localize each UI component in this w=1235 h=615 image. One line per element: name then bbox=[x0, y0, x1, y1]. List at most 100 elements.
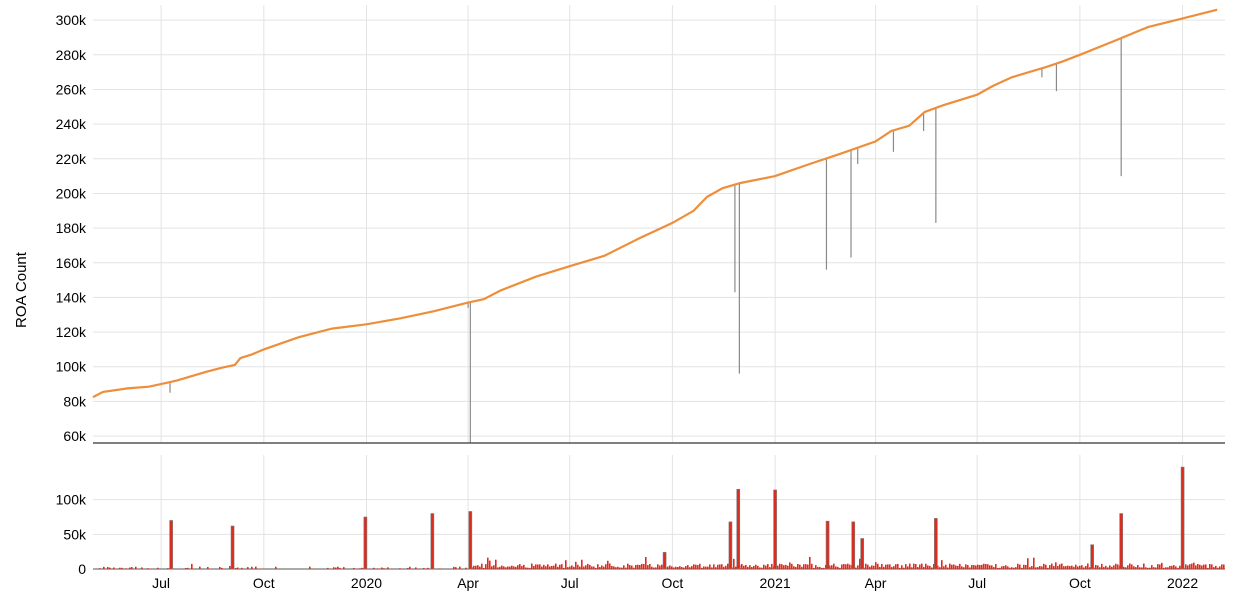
change-bar bbox=[961, 566, 963, 569]
change-bar bbox=[571, 565, 573, 569]
change-bar bbox=[733, 558, 735, 569]
change-bar bbox=[455, 567, 457, 569]
change-bar bbox=[589, 564, 591, 569]
change-bar bbox=[167, 568, 169, 569]
change-bar bbox=[785, 564, 787, 569]
change-bar bbox=[819, 566, 821, 569]
change-bar bbox=[831, 565, 833, 569]
change-bar bbox=[121, 567, 123, 569]
change-bar bbox=[207, 567, 209, 569]
change-spike-bar bbox=[1180, 466, 1185, 570]
change-bar bbox=[855, 567, 857, 569]
change-bar bbox=[1047, 567, 1049, 569]
change-bar bbox=[1019, 564, 1021, 569]
change-bar bbox=[927, 565, 929, 569]
change-bar bbox=[743, 565, 745, 569]
change-bar bbox=[491, 566, 493, 569]
change-bar bbox=[1077, 566, 1079, 569]
change-bar bbox=[781, 564, 783, 569]
change-bar bbox=[1133, 566, 1135, 569]
change-bar bbox=[1039, 565, 1041, 569]
change-bar bbox=[529, 567, 531, 569]
x-tick-labels: Jul Oct 2020 Apr Jul Oct 2021 Apr Jul Oct 2022 bbox=[152, 575, 1198, 591]
change-bar bbox=[1159, 564, 1161, 569]
change-bar bbox=[1031, 566, 1033, 569]
change-bar bbox=[835, 566, 837, 569]
change-bar bbox=[709, 564, 711, 569]
change-bar bbox=[833, 563, 835, 569]
change-bar bbox=[1067, 565, 1069, 569]
change-bar bbox=[1081, 565, 1083, 569]
change-bar bbox=[923, 566, 925, 569]
change-bar bbox=[1009, 567, 1011, 569]
change-bar bbox=[1189, 564, 1191, 569]
x-tick-label: Apr bbox=[865, 575, 887, 591]
change-bar bbox=[1161, 562, 1163, 569]
change-bar bbox=[911, 567, 913, 569]
change-bar bbox=[465, 567, 467, 569]
change-bar bbox=[1025, 564, 1027, 569]
change-bar bbox=[823, 567, 825, 569]
change-bar bbox=[605, 564, 607, 569]
change-bar bbox=[1215, 565, 1217, 569]
change-bar bbox=[975, 565, 977, 569]
change-bar bbox=[1045, 564, 1047, 569]
change-bar bbox=[903, 567, 905, 569]
change-bar bbox=[629, 565, 631, 569]
change-bar bbox=[113, 567, 115, 569]
change-bar bbox=[931, 567, 933, 569]
change-bar bbox=[625, 567, 627, 569]
change-bar bbox=[587, 563, 589, 569]
change-bar bbox=[929, 565, 931, 569]
change-bar bbox=[1223, 564, 1225, 569]
change-bar bbox=[559, 564, 561, 569]
change-bar bbox=[735, 566, 737, 569]
change-bar bbox=[549, 566, 551, 569]
change-bar bbox=[799, 564, 801, 569]
change-bar bbox=[883, 566, 885, 569]
change-bar bbox=[905, 564, 907, 569]
change-bar bbox=[1197, 564, 1199, 569]
change-bar bbox=[919, 564, 921, 569]
change-bar bbox=[509, 566, 511, 569]
change-bar bbox=[409, 566, 411, 569]
change-bar bbox=[1089, 567, 1091, 569]
change-bar bbox=[973, 565, 975, 569]
change-bar bbox=[637, 564, 639, 569]
change-bar bbox=[783, 565, 785, 569]
change-bar bbox=[1011, 567, 1013, 569]
change-bar bbox=[713, 564, 715, 569]
change-bar bbox=[1139, 567, 1141, 569]
change-bar bbox=[1057, 566, 1059, 569]
change-bar bbox=[1085, 565, 1087, 569]
top-y-tick-label: 60k bbox=[63, 428, 87, 444]
change-bar bbox=[1123, 566, 1125, 569]
change-bar bbox=[707, 566, 709, 569]
change-bar bbox=[575, 561, 577, 569]
change-bar bbox=[603, 566, 605, 569]
change-bar bbox=[1051, 563, 1053, 569]
change-bar bbox=[125, 568, 127, 569]
change-bar bbox=[967, 565, 969, 569]
change-bar bbox=[907, 566, 909, 569]
change-bar bbox=[595, 567, 597, 569]
change-bar bbox=[681, 566, 683, 569]
change-spike-bar bbox=[736, 488, 741, 570]
change-bar bbox=[477, 565, 479, 569]
change-bar bbox=[983, 563, 985, 569]
change-bar bbox=[687, 565, 689, 569]
change-bar bbox=[1007, 566, 1009, 569]
change-bar bbox=[769, 567, 771, 569]
change-bar bbox=[1193, 562, 1195, 569]
change-bar bbox=[697, 565, 699, 569]
change-bar bbox=[955, 565, 957, 569]
change-bar bbox=[815, 565, 817, 569]
change-bar bbox=[1211, 564, 1213, 569]
change-bar bbox=[645, 557, 647, 569]
top-y-tick-label: 140k bbox=[56, 289, 87, 305]
change-bar bbox=[1003, 566, 1005, 569]
change-bar bbox=[925, 563, 927, 569]
change-bar bbox=[951, 564, 953, 569]
change-spike-bar bbox=[1119, 513, 1123, 570]
